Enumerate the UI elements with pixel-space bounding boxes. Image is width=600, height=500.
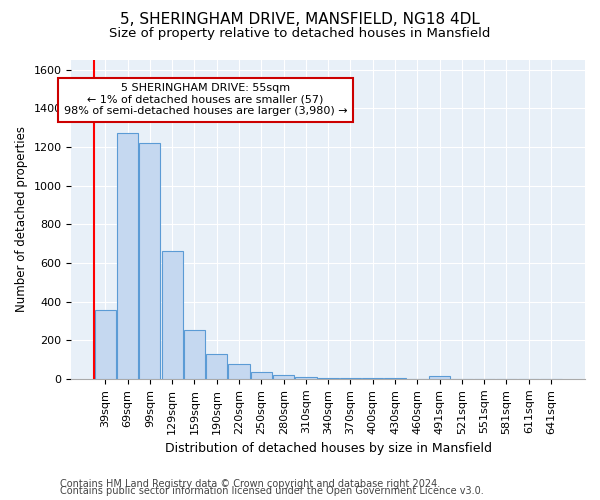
Text: Contains HM Land Registry data © Crown copyright and database right 2024.: Contains HM Land Registry data © Crown c…	[60, 479, 440, 489]
Bar	[161, 252, 183, 379]
Bar	[229, 364, 250, 379]
Bar	[95, 310, 116, 379]
Bar	[385, 378, 406, 379]
Y-axis label: Number of detached properties: Number of detached properties	[15, 126, 28, 312]
Bar	[429, 376, 450, 379]
Bar	[340, 378, 361, 379]
Text: Contains public sector information licensed under the Open Government Licence v3: Contains public sector information licen…	[60, 486, 484, 496]
Text: 5, SHERINGHAM DRIVE, MANSFIELD, NG18 4DL: 5, SHERINGHAM DRIVE, MANSFIELD, NG18 4DL	[120, 12, 480, 28]
Bar	[184, 330, 205, 379]
Text: 5 SHERINGHAM DRIVE: 55sqm
← 1% of detached houses are smaller (57)
98% of semi-d: 5 SHERINGHAM DRIVE: 55sqm ← 1% of detach…	[64, 83, 347, 116]
Bar	[273, 375, 294, 379]
Text: Size of property relative to detached houses in Mansfield: Size of property relative to detached ho…	[109, 28, 491, 40]
Bar	[295, 376, 317, 379]
Bar	[317, 378, 339, 379]
Bar	[117, 134, 138, 379]
Bar	[139, 143, 160, 379]
Bar	[206, 354, 227, 379]
Bar	[362, 378, 383, 379]
Bar	[251, 372, 272, 379]
X-axis label: Distribution of detached houses by size in Mansfield: Distribution of detached houses by size …	[165, 442, 492, 455]
